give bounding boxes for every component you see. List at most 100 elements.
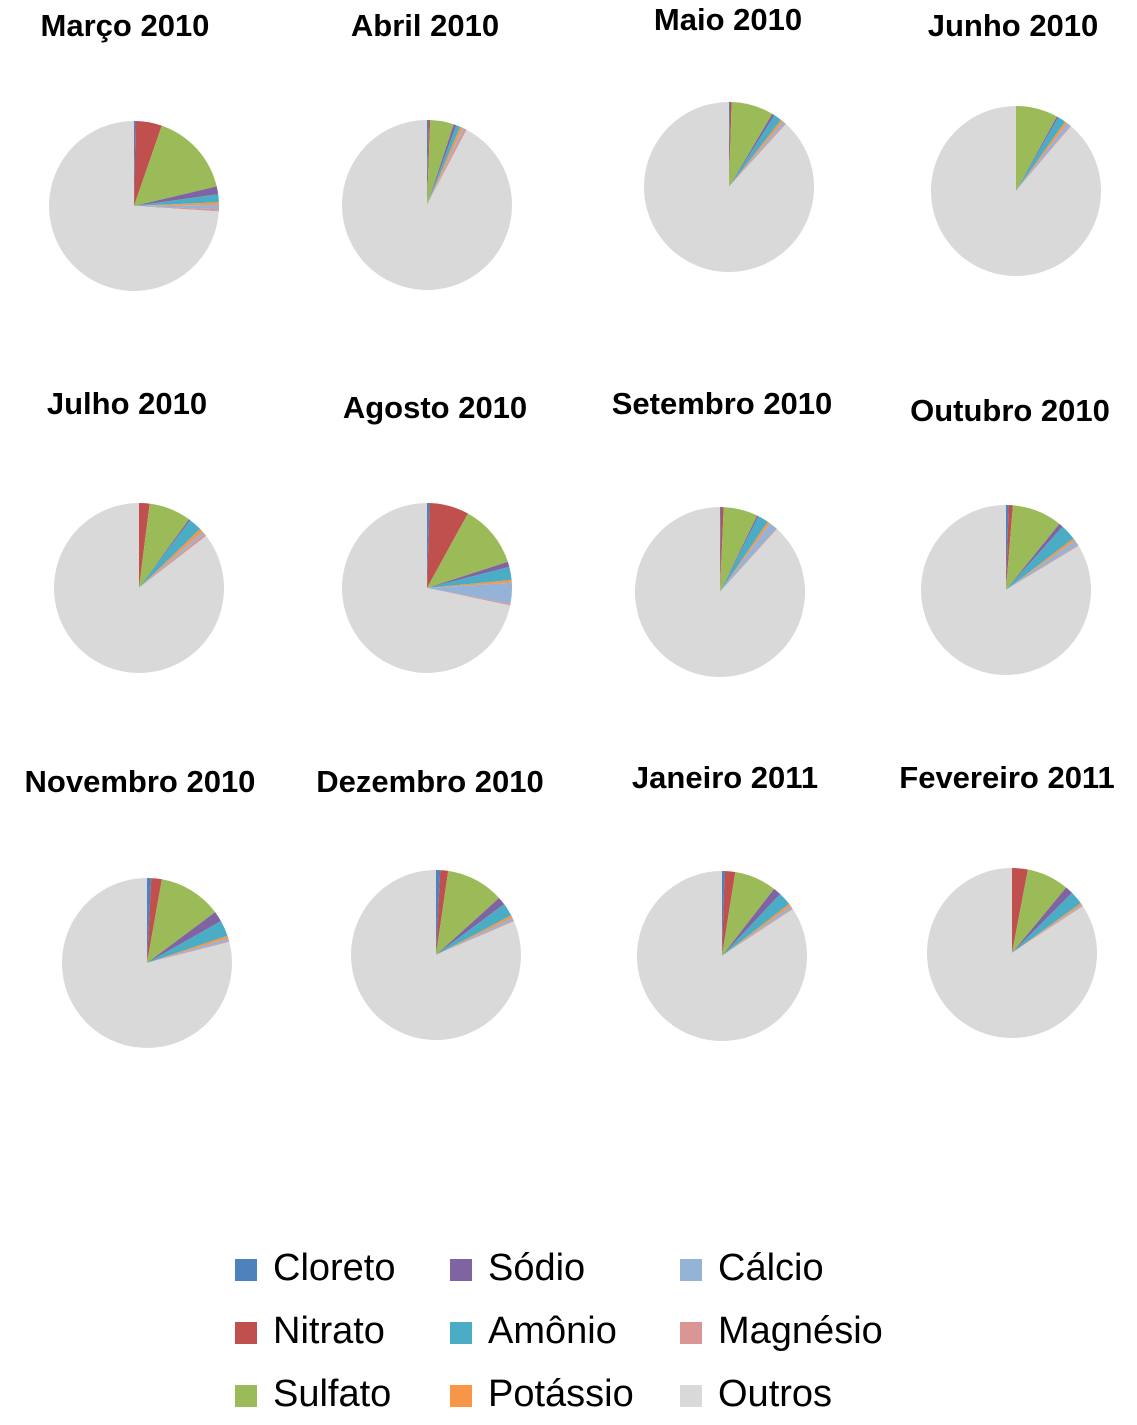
pie-slice <box>722 872 775 956</box>
pie-slice <box>1006 544 1079 590</box>
pie-slice <box>147 938 230 963</box>
chart-title: Julho 2010 <box>47 386 207 421</box>
pie-slice <box>1012 869 1067 953</box>
pie-slice <box>147 940 230 963</box>
pie-slice <box>729 123 787 187</box>
pie-slice <box>436 904 512 955</box>
legend-swatch <box>680 1322 702 1344</box>
pie-slice <box>49 121 219 291</box>
pie-slice <box>1012 868 1028 953</box>
legend-swatch <box>450 1259 472 1281</box>
legend-swatch <box>450 1385 472 1407</box>
pie-slice <box>147 879 216 963</box>
pie-slice <box>134 186 219 206</box>
chart-title: Fevereiro 2011 <box>899 760 1114 795</box>
pie-slice <box>729 115 782 187</box>
pie-slice <box>134 121 136 206</box>
chart-title: Janeiro 2011 <box>632 760 818 795</box>
pie-slice <box>139 529 203 588</box>
legend-swatch <box>235 1322 257 1344</box>
pie-slice <box>1012 905 1083 953</box>
pie-slice <box>722 888 781 956</box>
pie-slice <box>427 126 463 205</box>
pie-slice <box>147 935 229 963</box>
legend-label: Sódio <box>488 1247 585 1289</box>
pie-slice <box>720 507 724 592</box>
chart-title: Junho 2010 <box>928 8 1099 43</box>
pie-slice <box>61 878 232 1048</box>
chart-title: Março 2010 <box>41 8 210 43</box>
pie-slice <box>729 119 784 187</box>
pie-slice <box>1012 892 1081 953</box>
legend-label: Amônio <box>488 1310 617 1352</box>
pie-slice <box>427 503 468 588</box>
pie-slice <box>147 921 228 963</box>
pie-slice <box>644 102 815 273</box>
pie-slice <box>1016 121 1068 191</box>
pie-slice <box>134 202 219 206</box>
pie-slice <box>147 878 162 963</box>
pie-slice <box>139 503 189 588</box>
pie-slice <box>720 528 778 592</box>
legend-label: Cloreto <box>273 1247 396 1289</box>
pie-slice <box>1006 523 1063 590</box>
pie-slice <box>722 903 791 956</box>
pie-slice <box>427 124 457 205</box>
pie-slice <box>720 515 759 592</box>
pie-slice <box>1016 106 1057 191</box>
legend-label: Cálcio <box>718 1247 824 1289</box>
pie-slice <box>134 125 217 206</box>
legend-label: Outros <box>718 1373 832 1415</box>
legend-label: Sulfato <box>273 1373 391 1415</box>
pie-slice <box>720 516 768 592</box>
pie-slice <box>720 521 770 592</box>
pie-slice <box>729 102 773 187</box>
pie-slice <box>54 503 225 674</box>
pie-slice <box>1016 116 1059 191</box>
chart-title: Maio 2010 <box>654 2 802 37</box>
chart-title: Abril 2010 <box>351 8 499 43</box>
chart-title: Novembro 2010 <box>25 764 256 799</box>
legend-swatch <box>235 1259 257 1281</box>
pie-slice <box>427 127 465 205</box>
legend-label: Potássio <box>488 1373 634 1415</box>
pie-slice <box>729 113 775 187</box>
pie-slice <box>139 533 207 588</box>
pie-slice <box>427 513 508 588</box>
pie-slice <box>436 870 449 955</box>
pie-slice <box>637 871 807 1041</box>
pie-slice <box>139 531 205 588</box>
pie-slice <box>134 121 162 206</box>
pie-slice <box>927 868 1097 1038</box>
pie-slice <box>147 912 221 963</box>
pie-slice <box>342 503 511 674</box>
pie-slice <box>1006 505 1060 590</box>
pie-slice <box>427 582 512 604</box>
pie-slice <box>1016 123 1071 191</box>
pie-slice <box>1012 903 1082 953</box>
legend-label: Nitrato <box>273 1310 385 1352</box>
pie-slice <box>134 206 219 212</box>
pie-slice <box>427 125 461 205</box>
pie-slice <box>722 871 725 956</box>
pie-slice <box>720 523 777 592</box>
pie-slice <box>139 503 150 588</box>
legend-swatch <box>235 1385 257 1407</box>
pie-slice <box>147 878 152 963</box>
pie-slice <box>139 520 201 588</box>
pie-slice <box>436 915 513 955</box>
pie-slice <box>427 561 510 588</box>
pie-slice <box>1006 538 1076 590</box>
pie-slice <box>722 871 736 956</box>
pie-slice <box>1006 526 1074 590</box>
pie-slice <box>1012 904 1083 953</box>
legend-swatch <box>680 1259 702 1281</box>
pie-slice <box>436 870 500 955</box>
pie-slice <box>729 102 731 187</box>
pie-slice <box>427 120 429 205</box>
pie-slice <box>722 894 790 956</box>
pie-slice <box>722 906 793 956</box>
chart-title: Dezembro 2010 <box>316 764 543 799</box>
pie-slice <box>427 120 431 205</box>
